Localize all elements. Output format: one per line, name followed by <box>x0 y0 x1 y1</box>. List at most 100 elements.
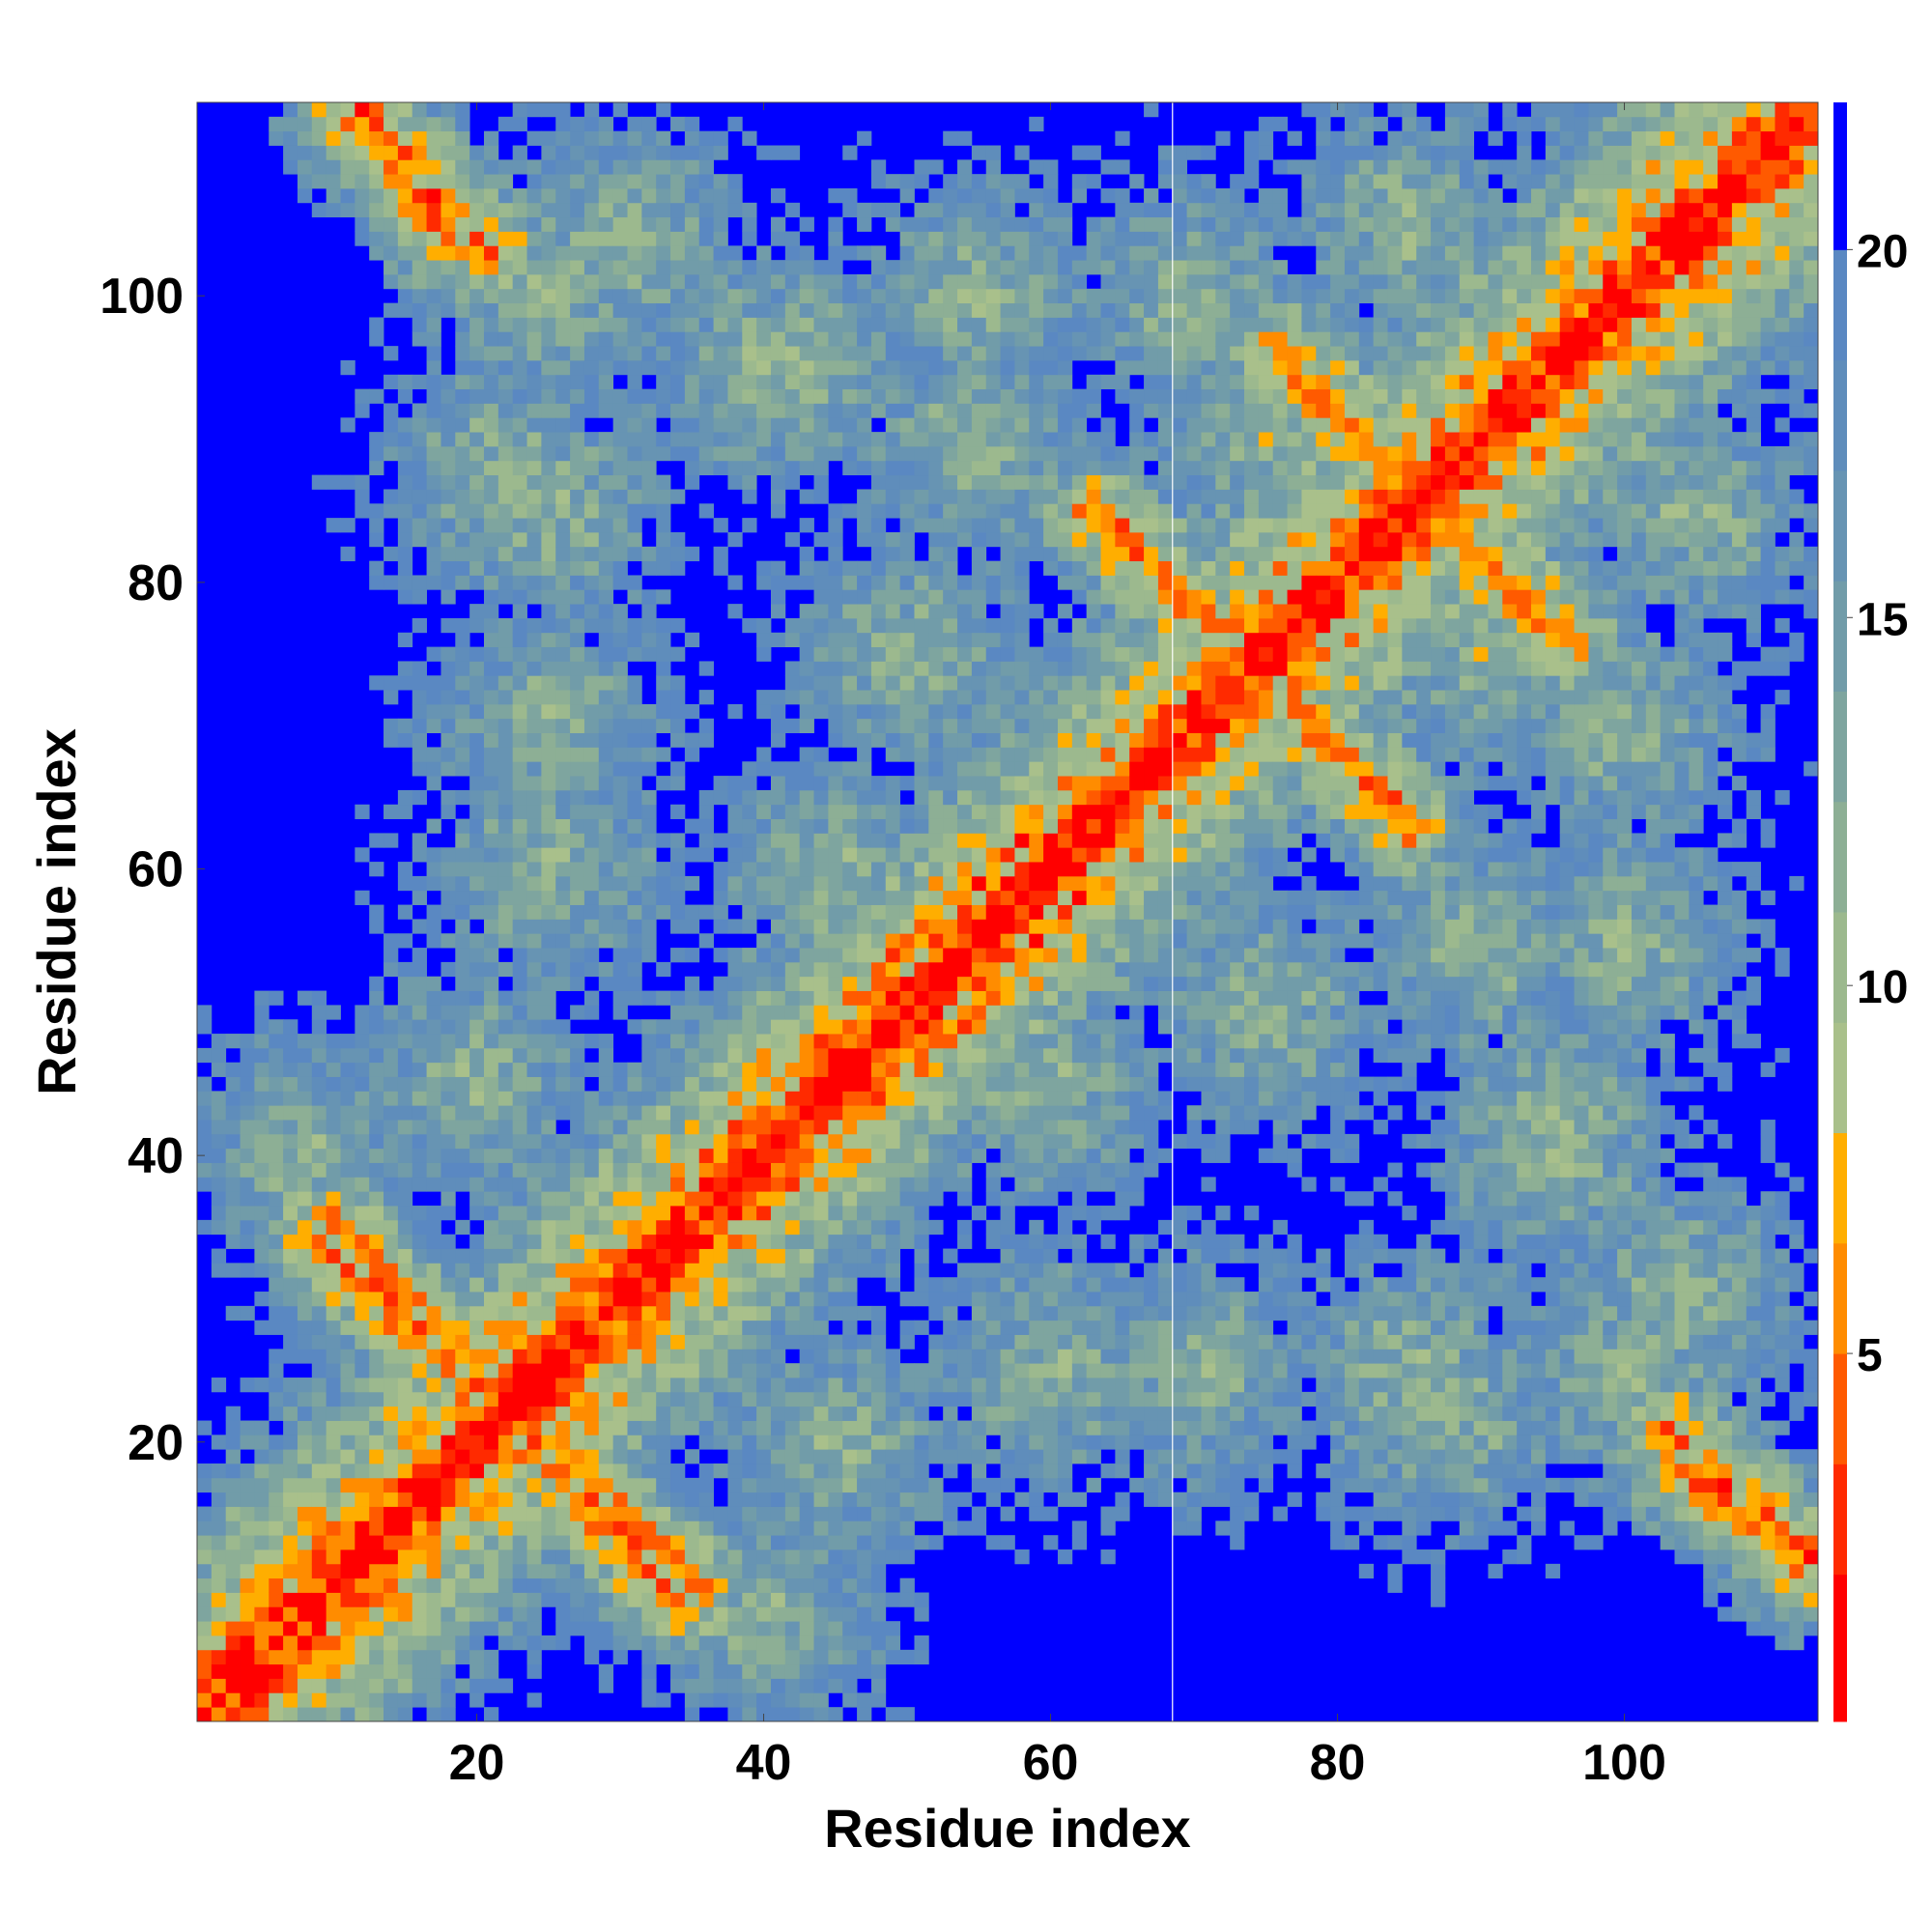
heatmap-cell <box>1000 1047 1015 1064</box>
heatmap-cell <box>526 703 542 720</box>
heatmap-cell <box>799 1191 814 1207</box>
heatmap-cell <box>914 1133 929 1150</box>
heatmap-cell <box>412 833 427 848</box>
heatmap-cell <box>670 174 686 189</box>
heatmap-cell <box>770 1062 786 1077</box>
heatmap-cell <box>455 546 470 562</box>
heatmap-cell <box>497 1305 514 1321</box>
heatmap-cell <box>225 1492 241 1507</box>
heatmap-cell <box>971 1349 987 1364</box>
heatmap-cell <box>670 403 686 418</box>
heatmap-cell <box>483 904 499 920</box>
heatmap-cell <box>1000 904 1015 920</box>
heatmap-cell <box>641 890 657 905</box>
heatmap-cell <box>870 690 887 705</box>
heatmap-cell <box>899 1334 915 1350</box>
heatmap-cell <box>713 417 728 433</box>
heatmap-cell <box>483 288 499 304</box>
heatmap-cell <box>426 1263 441 1278</box>
heatmap-cell <box>440 145 456 160</box>
heatmap-cell <box>870 1133 887 1150</box>
heatmap-cell <box>828 1162 843 1178</box>
heatmap-cell <box>727 1606 743 1622</box>
heatmap-cell <box>512 690 527 705</box>
heatmap-cell <box>526 1449 542 1464</box>
heatmap-cell <box>469 273 485 290</box>
heatmap-cell <box>943 890 958 905</box>
heatmap-cell <box>583 948 600 963</box>
heatmap-cell <box>397 1420 413 1435</box>
heatmap-cell <box>742 1692 757 1708</box>
heatmap-cell <box>512 1363 527 1378</box>
heatmap-cell <box>742 1305 757 1321</box>
heatmap-cell <box>857 776 872 791</box>
heatmap-cell <box>813 1091 829 1106</box>
heatmap-cell <box>899 1292 915 1307</box>
heatmap-cell <box>670 890 686 905</box>
heatmap-cell <box>369 1120 384 1135</box>
heatmap-cell <box>957 589 973 605</box>
heatmap-cell <box>240 1378 255 1393</box>
heatmap-cell <box>627 273 642 290</box>
heatmap-cell <box>813 1047 829 1064</box>
heatmap-cell <box>713 1435 728 1450</box>
heatmap-cell <box>899 890 915 905</box>
heatmap-cell <box>1014 747 1030 762</box>
heatmap-cell <box>684 1019 700 1035</box>
heatmap-cell <box>570 1349 585 1364</box>
heatmap-cell <box>727 890 743 905</box>
heatmap-cell <box>742 1378 757 1393</box>
heatmap-cell <box>857 1420 872 1435</box>
heatmap-cell <box>1000 1206 1015 1221</box>
heatmap-cell <box>842 1034 858 1049</box>
heatmap-cell <box>670 231 686 246</box>
heatmap-cell <box>870 862 887 877</box>
heatmap-cell <box>497 1206 514 1221</box>
heatmap-cell <box>684 1206 700 1221</box>
heatmap-cell <box>928 862 944 877</box>
heatmap-cell <box>928 875 944 892</box>
heatmap-cell <box>627 403 642 418</box>
heatmap-cell <box>355 1420 370 1435</box>
heatmap-cell <box>899 604 915 619</box>
heatmap-cell <box>583 331 600 347</box>
heatmap-cell <box>670 1292 686 1307</box>
heatmap-cell <box>412 1320 427 1335</box>
heatmap-cell <box>985 1363 1001 1378</box>
heatmap-cell <box>1014 546 1030 562</box>
heatmap-cell <box>813 933 829 949</box>
heatmap-cell <box>857 216 872 232</box>
heatmap-cell <box>756 460 772 476</box>
heatmap-cell <box>541 1391 556 1407</box>
heatmap-cell <box>612 1191 628 1207</box>
heatmap-cell <box>225 1435 241 1450</box>
heatmap-cell <box>943 130 958 146</box>
heatmap-cell <box>641 1162 657 1178</box>
heatmap-cell <box>627 1305 642 1321</box>
heatmap-cell <box>612 818 628 834</box>
heatmap-cell <box>684 1520 700 1536</box>
heatmap-cell <box>828 1449 843 1464</box>
heatmap-cell <box>813 961 829 978</box>
heatmap-cell <box>985 460 1001 476</box>
heatmap-cell <box>426 904 441 920</box>
heatmap-cell <box>512 1305 527 1321</box>
heatmap-cell <box>713 1577 728 1593</box>
heatmap-cell <box>1000 847 1015 863</box>
heatmap-cell <box>828 1420 843 1435</box>
heatmap-cell <box>828 1492 843 1507</box>
heatmap-cell <box>799 890 814 905</box>
heatmap-cell <box>928 260 944 275</box>
heatmap-cell <box>211 1047 227 1064</box>
heatmap-cell <box>813 288 829 304</box>
heatmap-cell <box>770 1034 786 1049</box>
heatmap-cell <box>369 202 384 218</box>
heatmap-cell <box>555 432 571 447</box>
heatmap-cell <box>497 560 514 576</box>
heatmap-cell <box>512 518 527 533</box>
heatmap-cell <box>384 1076 399 1092</box>
heatmap-cell <box>254 1477 270 1493</box>
heatmap-cell <box>928 675 944 691</box>
heatmap-cell <box>684 1349 700 1364</box>
heatmap-cell <box>727 1277 743 1293</box>
